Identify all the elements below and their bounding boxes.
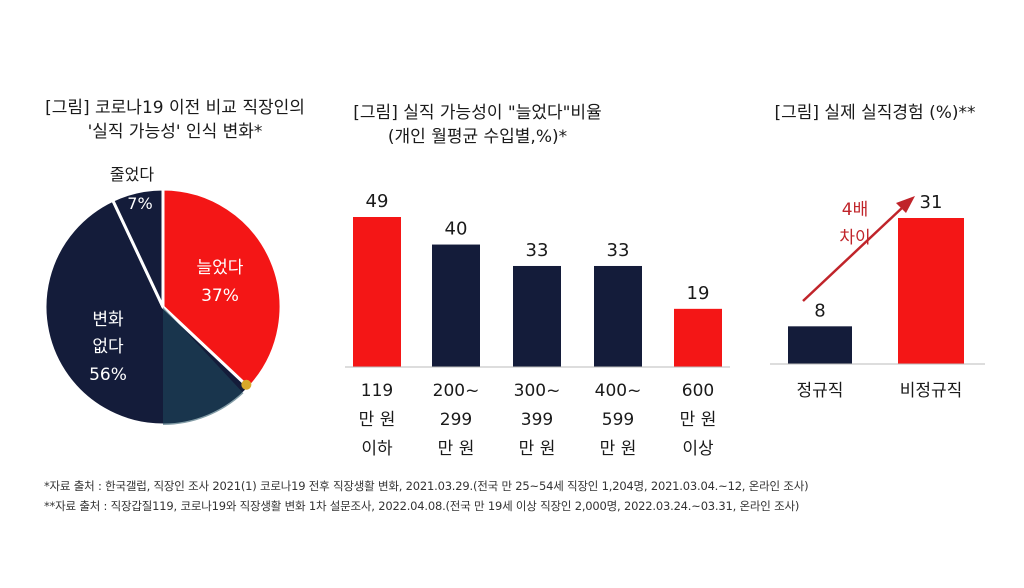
income-tick-label: 200~ bbox=[433, 381, 480, 401]
income-tick-label: 만 원 bbox=[519, 439, 556, 459]
income-bar-value: 33 bbox=[607, 240, 630, 261]
income-bar-value: 49 bbox=[366, 191, 389, 212]
annotation-label-1: 4배 bbox=[842, 200, 868, 220]
income-tick-label: 400~ bbox=[595, 381, 642, 401]
income-bar-value: 19 bbox=[687, 283, 710, 304]
income-tick-label: 만 원 bbox=[359, 410, 396, 430]
pie-label-nochange-1: 변화 bbox=[92, 310, 124, 330]
pie-label-nochange-2: 없다 bbox=[92, 337, 124, 357]
pie-value-decreased: 7% bbox=[127, 194, 152, 213]
income-chart-title: [그림] 실직 가능성이 "늘었다"비율 (개인 월평균 수입별,%)* bbox=[335, 101, 620, 149]
income-bar-value: 33 bbox=[526, 240, 549, 261]
pie-value-increased: 37% bbox=[201, 286, 239, 306]
income-tick-label: 300~ bbox=[514, 381, 561, 401]
income-tick-label: 만 원 bbox=[680, 410, 717, 430]
pie-chart-title: [그림] 코로나19 이전 비교 직장인의 '실직 가능성' 인식 변화* bbox=[20, 96, 330, 144]
income-title-line-2: (개인 월평균 수입별,%)* bbox=[387, 127, 568, 147]
income-bar bbox=[353, 217, 401, 367]
job-tick-label: 비정규직 bbox=[900, 381, 963, 401]
job-bar-value: 31 bbox=[920, 192, 943, 213]
income-tick-label: 399 bbox=[521, 410, 553, 430]
annotation-label-2: 차이 bbox=[839, 228, 870, 248]
income-tick-label: 이상 bbox=[682, 439, 714, 459]
income-tick-label: 600 bbox=[682, 381, 714, 401]
job-bar bbox=[898, 218, 964, 364]
pie-slice bbox=[161, 187, 283, 390]
job-title-line-1: [그림] 실제 실직경험 (%)** bbox=[774, 103, 976, 123]
pie-label-increased: 늘었다 bbox=[197, 258, 244, 278]
income-title-line-1: [그림] 실직 가능성이 "늘었다"비율 bbox=[353, 103, 602, 123]
footnote-source-2: **자료 출처 : 직장갑질119, 코로나19와 직장생활 변화 1차 설문조… bbox=[44, 499, 800, 513]
income-tick-label: 만 원 bbox=[438, 439, 475, 459]
difference-arrowhead bbox=[896, 196, 915, 213]
income-bar bbox=[432, 244, 480, 367]
job-chart-title: [그림] 실제 실직경험 (%)** bbox=[755, 101, 995, 125]
income-bar bbox=[594, 265, 642, 367]
income-tick-label: 이하 bbox=[361, 439, 393, 459]
income-tick-label: 599 bbox=[602, 410, 634, 430]
difference-arrow bbox=[802, 206, 904, 302]
income-tick-label: 299 bbox=[440, 410, 472, 430]
job-bar bbox=[788, 326, 852, 364]
pie-title-line-2: '실직 가능성' 인식 변화* bbox=[87, 122, 263, 142]
job-tick-label: 정규직 bbox=[797, 381, 844, 401]
pie-texture bbox=[163, 307, 244, 425]
income-tick-label: 만 원 bbox=[600, 439, 637, 459]
footnote-source-1: *자료 출처 : 한국갤럽, 직장인 조사 2021(1) 코로나19 전후 직… bbox=[44, 479, 809, 493]
pie-title-line-1: [그림] 코로나19 이전 비교 직장인의 bbox=[45, 98, 305, 118]
pie-highlight bbox=[241, 379, 252, 390]
income-bar bbox=[513, 265, 561, 367]
income-tick-label: 119 bbox=[361, 381, 393, 401]
pie-label-decreased: 줄었다 bbox=[110, 165, 154, 184]
income-bar bbox=[674, 308, 722, 367]
pie-slice bbox=[110, 187, 165, 308]
income-bar-value: 40 bbox=[445, 219, 468, 240]
job-bar-value: 8 bbox=[814, 300, 825, 321]
pie-value-nochange: 56% bbox=[89, 365, 127, 385]
